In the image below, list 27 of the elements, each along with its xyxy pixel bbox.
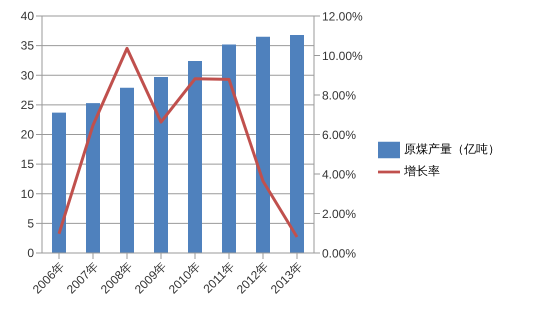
y-tick-label: 0: [27, 246, 34, 260]
y2-tick-label: 0.00%: [322, 246, 356, 260]
y2-tick-label: 4.00%: [322, 167, 356, 182]
legend-label: 原煤产量（亿吨）: [404, 142, 500, 156]
y2-tick-label: 8.00%: [322, 88, 356, 102]
y-tick-label: 30: [20, 68, 34, 82]
line-series: [58, 46, 298, 239]
y-tick-label: 35: [20, 38, 34, 53]
y2-tick-label: 2.00%: [322, 206, 356, 221]
y-tick-label: 20: [20, 128, 34, 142]
bar: [222, 44, 236, 253]
bar: [256, 36, 270, 253]
bar: [120, 88, 134, 253]
bar: [86, 103, 100, 253]
bar: [52, 112, 66, 253]
bar: [188, 61, 202, 253]
y2-tick-label: 12.00%: [322, 9, 364, 24]
y-tick-label: 25: [20, 98, 34, 112]
y-tick-label: 5: [27, 216, 34, 230]
legend-label: 增长率: [404, 164, 440, 178]
y2-tick-label: 6.00%: [322, 128, 356, 142]
y-tick-label: 40: [20, 9, 34, 23]
bar: [154, 77, 168, 253]
y-tick-label: 10: [20, 186, 34, 201]
bar: [290, 34, 304, 253]
y-tick-label: 15: [20, 157, 34, 172]
y2-tick-label: 10.00%: [322, 48, 364, 63]
